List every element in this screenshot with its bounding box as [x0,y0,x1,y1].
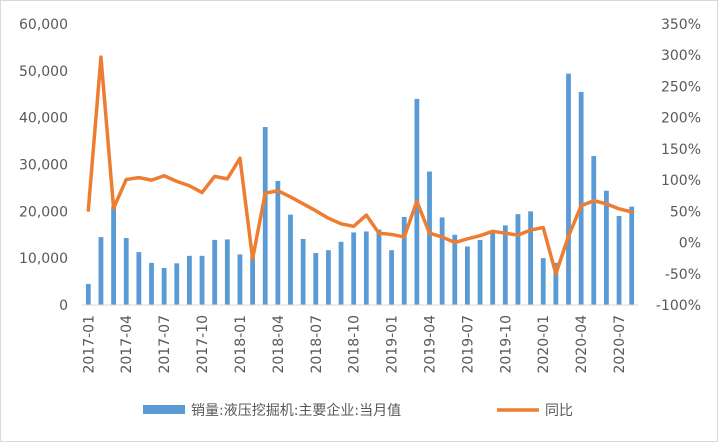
bar-2019-08 [477,239,483,305]
bar-2017-12 [224,239,230,305]
right-axis-tick-label: 50% [670,204,701,220]
x-tick-label: 2018-04 [271,315,287,374]
bar-series [85,73,635,306]
x-tick-label: 2020-04 [574,315,590,374]
right-axis-tick-label: 250% [661,79,701,95]
bar-2019-01 [389,250,394,305]
bar-2017-11 [212,239,218,305]
x-tick-label: 2019-10 [498,315,514,374]
right-axis-tick-label: -100% [656,298,701,314]
bar-2019-11 [515,214,521,305]
bar-2018-05 [288,214,293,305]
right-axis-tick-label: -50% [665,267,701,283]
legend-label-bar: 销量:液压挖掘机:主要企业:当月值 [191,402,401,419]
bar-2018-10 [351,232,357,305]
bar-2017-04 [123,238,129,305]
bar-2018-02 [250,256,255,305]
bar-2018-07 [313,253,319,305]
bar-2020-02 [553,262,559,305]
bar-2019-05 [439,217,445,305]
left-axis-ticks: 0 10,000 20,000 30,000 40,000 50,000 60,000 [19,17,68,314]
left-axis-tick-label: 40,000 [19,111,68,127]
bar-2017-08 [174,263,180,305]
right-axis-tick-label: 100% [661,173,701,189]
bar-2018-11 [363,231,369,305]
right-axis-tick-label: 300% [661,48,701,64]
x-tick-label: 2019-07 [460,315,476,374]
right-axis-tick-label: 150% [661,142,701,158]
bar-2017-06 [149,262,154,305]
bar-2017-02 [98,237,104,305]
left-axis-tick-label: 60,000 [19,17,68,33]
bar-2018-03 [262,127,268,305]
right-axis-tick-label: 350% [661,17,701,33]
left-axis-tick-label: 0 [59,298,68,314]
bar-2020-01 [540,258,546,305]
bar-2020-08 [629,206,635,305]
bar-2019-09 [490,232,496,305]
left-axis-tick-label: 50,000 [19,64,68,80]
bar-2019-12 [528,211,533,305]
x-tick-label: 2017-01 [81,315,97,374]
bar-2019-06 [452,234,458,305]
left-axis-tick-label: 20,000 [19,204,68,220]
bar-2017-03 [111,206,116,305]
right-axis-tick-label: 200% [661,111,701,127]
x-tick-label: 2020-07 [612,315,628,374]
x-tick-label: 2017-07 [157,315,173,374]
x-tick-label: 2019-01 [385,315,401,374]
bar-2017-01 [85,283,91,305]
x-tick-label: 2019-04 [423,315,439,374]
bar-2018-12 [376,229,382,305]
x-tick-label: 2018-01 [233,315,249,374]
bar-2018-04 [275,180,281,305]
bar-2020-04 [578,91,584,305]
bar-2018-06 [300,238,306,305]
bar-2017-10 [199,255,205,305]
left-axis-tick-label: 30,000 [19,158,68,174]
bar-2019-02 [401,216,407,305]
line-series-yoy [86,55,634,276]
right-axis-tick-label: 0% [679,236,701,252]
bar-2017-05 [136,252,142,305]
bar-2020-05 [591,156,597,305]
right-axis-ticks: -100% -50% 0% 50% 100% 150% 200% 250% 300% 350% [656,17,701,314]
x-tick-label: 2018-07 [309,315,325,374]
bar-2017-07 [161,268,167,305]
legend-label-line: 同比 [545,403,573,419]
bar-2020-03 [566,73,571,305]
legend: 销量:液压挖掘机:主要企业:当月值 同比 [143,402,573,419]
bar-2018-09 [338,241,344,305]
bar-2018-08 [326,250,331,305]
bar-2019-10 [502,225,508,305]
bar-2020-07 [616,216,622,305]
bar-2018-01 [237,254,243,305]
x-tick-label: 2020-01 [536,315,552,374]
left-axis-tick-label: 10,000 [19,251,68,267]
legend-swatch-bar [143,405,185,414]
bar-2017-09 [187,255,192,305]
bar-2019-04 [427,171,432,305]
bar-2019-07 [465,246,470,305]
x-axis-ticks: 2017-01 2017-04 2017-07 2017-10 2018-01 2018-… [81,315,628,374]
x-tick-label: 2017-04 [119,315,135,374]
bar-2020-06 [604,190,609,305]
x-tick-label: 2017-10 [195,315,211,374]
x-tick-label: 2018-10 [347,315,363,374]
